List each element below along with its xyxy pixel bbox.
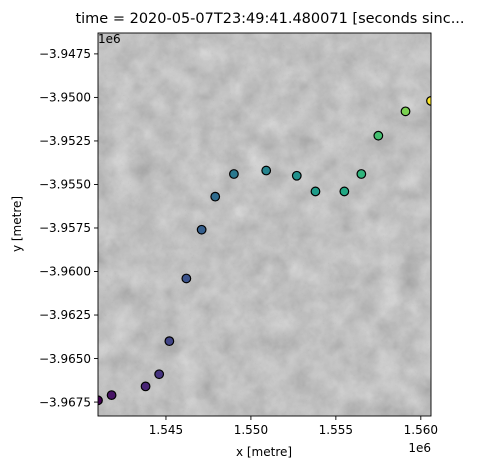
y-tick-label: −3.9550 <box>39 178 91 192</box>
scatter-point <box>400 106 411 117</box>
x-tick-label: 1.545 <box>149 423 183 437</box>
scatter-point <box>210 191 221 202</box>
y-tick-label: −3.9525 <box>39 134 91 148</box>
y-tick-label: −3.9500 <box>39 91 91 105</box>
x-tick-label: 1.555 <box>319 423 353 437</box>
y-axis-label: y [metre] <box>10 196 24 252</box>
scatter-points <box>98 96 431 406</box>
y-tick-label: −3.9475 <box>39 47 91 61</box>
y-axis-ticks: −3.9475 −3.9500 −3.9525 −3.9550 −3.9575 −3.96… <box>39 47 98 409</box>
scatter-point <box>356 169 367 179</box>
chart-title: time = 2020-05-07T23:49:41.480071 [secon… <box>75 11 464 27</box>
scatter-point <box>196 224 207 235</box>
scatter-point <box>181 273 192 284</box>
satellite-speckle <box>98 33 431 416</box>
x-tick-label: 1.560 <box>404 423 438 437</box>
y-tick-label: −3.9675 <box>39 395 91 409</box>
scatter-point <box>339 186 350 197</box>
y-tick-label: −3.9600 <box>39 265 91 279</box>
scatter-point <box>426 96 431 106</box>
x-axis-ticks: 1.545 1.550 1.555 1.560 <box>149 416 438 437</box>
y-tick-label: −3.9650 <box>39 352 91 366</box>
axes-frame <box>97 32 432 417</box>
scatter-point <box>373 130 384 141</box>
scatter-point <box>98 395 103 406</box>
scatter-point <box>140 381 151 392</box>
y-offset-label: 1e6 <box>98 32 121 46</box>
scatter-point <box>291 170 302 181</box>
scatter-point <box>229 169 239 179</box>
y-tick-label: −3.9625 <box>39 308 91 322</box>
scatter-point <box>310 186 321 197</box>
scatter-point <box>164 336 175 347</box>
x-tick-label: 1.550 <box>234 423 268 437</box>
x-axis-label: x [metre] <box>236 445 292 459</box>
scatter-point <box>261 165 272 176</box>
x-offset-label: 1e6 <box>408 441 431 455</box>
scatter-point <box>154 369 165 380</box>
y-tick-label: −3.9575 <box>39 221 91 235</box>
scatter-point <box>106 390 117 401</box>
plot-area <box>98 33 431 416</box>
